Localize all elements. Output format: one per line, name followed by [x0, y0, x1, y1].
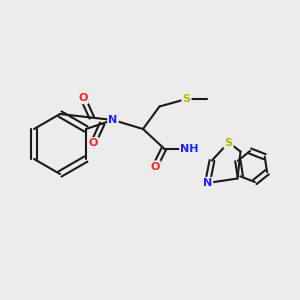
Text: O: O: [88, 138, 98, 148]
Text: S: S: [224, 137, 232, 148]
Text: O: O: [150, 161, 160, 172]
Text: N: N: [108, 115, 118, 125]
Text: NH: NH: [180, 143, 199, 154]
Text: S: S: [182, 94, 190, 104]
Text: O: O: [78, 93, 88, 103]
Text: N: N: [203, 178, 212, 188]
